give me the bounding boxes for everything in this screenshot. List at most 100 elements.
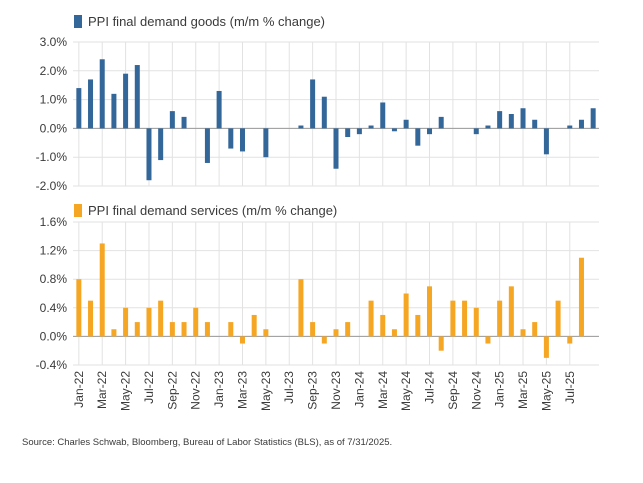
x-tick-label: Jul-25 bbox=[563, 371, 577, 404]
x-tick-label: Jul-22 bbox=[142, 371, 156, 404]
services-bar bbox=[508, 286, 514, 337]
services-bar bbox=[134, 322, 140, 337]
goods-ytick-label: 1.0% bbox=[40, 93, 68, 107]
goods-ytick-label: 2.0% bbox=[40, 64, 68, 78]
source-note: Source: Charles Schwab, Bloomberg, Burea… bbox=[22, 437, 393, 448]
goods-bar bbox=[380, 102, 386, 129]
goods-bar bbox=[123, 73, 129, 129]
services-bar bbox=[485, 336, 491, 344]
goods-bar bbox=[485, 125, 491, 129]
goods-bar bbox=[99, 59, 105, 129]
services-bar bbox=[438, 336, 444, 351]
goods-bar bbox=[415, 128, 421, 146]
goods-bar bbox=[520, 108, 526, 129]
goods-bar bbox=[356, 128, 362, 135]
services-bar bbox=[462, 300, 468, 337]
goods-bar bbox=[76, 88, 82, 129]
services-bar bbox=[532, 322, 538, 337]
x-tick-label: Mar-25 bbox=[516, 371, 530, 409]
services-bar bbox=[403, 293, 409, 337]
goods-ytick-label: 3.0% bbox=[40, 35, 68, 49]
goods-bar bbox=[228, 128, 234, 149]
services-bar bbox=[310, 322, 316, 337]
goods-bar bbox=[216, 90, 222, 129]
x-tick-label: Sep-22 bbox=[165, 371, 179, 410]
goods-bar bbox=[473, 128, 479, 135]
legend-goods: PPI final demand goods (m/m % change) bbox=[74, 14, 325, 29]
legend-goods-label: PPI final demand goods (m/m % change) bbox=[88, 14, 326, 29]
services-bar bbox=[497, 300, 503, 337]
services-bar bbox=[555, 300, 561, 337]
goods-ytick-label: -1.0% bbox=[36, 150, 68, 164]
goods-bar bbox=[181, 116, 187, 129]
legend-services-label: PPI final demand services (m/m % change) bbox=[88, 203, 338, 218]
x-tick-label: May-25 bbox=[539, 371, 553, 411]
services-bar bbox=[88, 300, 94, 337]
goods-bar bbox=[239, 128, 245, 152]
goods-ytick-label: -2.0% bbox=[36, 179, 68, 193]
x-tick-label: Nov-23 bbox=[329, 371, 343, 410]
goods-bar bbox=[111, 93, 117, 129]
goods-bar bbox=[508, 114, 514, 129]
legend-goods-swatch bbox=[74, 15, 82, 28]
chart-svg: -2.0% -1.0% 0.0% 1.0% 2.0% 3.0% -0.4% 0.0% 0.4% 0… bbox=[36, 35, 599, 411]
goods-bar bbox=[567, 125, 573, 129]
goods-bar bbox=[532, 119, 538, 129]
goods-bar bbox=[543, 128, 549, 155]
services-bar bbox=[193, 307, 199, 337]
services-bar bbox=[368, 300, 374, 337]
x-tick-label: Jul-23 bbox=[282, 371, 296, 404]
x-tick-label: Nov-22 bbox=[189, 371, 203, 410]
services-bar bbox=[567, 336, 573, 344]
services-bar bbox=[181, 322, 187, 337]
services-bar bbox=[380, 314, 386, 337]
goods-bar bbox=[146, 128, 152, 181]
x-tick-label: Mar-24 bbox=[376, 371, 390, 409]
goods-bar bbox=[263, 128, 269, 158]
services-ytick-label: 0.4% bbox=[40, 301, 68, 315]
services-ytick-label: 0.8% bbox=[40, 272, 68, 286]
goods-bar bbox=[403, 119, 409, 129]
legend-services-swatch bbox=[74, 204, 82, 217]
goods-bar bbox=[321, 96, 327, 129]
goods-bar bbox=[391, 128, 397, 132]
goods-bar bbox=[438, 116, 444, 129]
x-tick-label: Jan-22 bbox=[72, 371, 86, 408]
goods-bar bbox=[590, 108, 596, 129]
services-bar bbox=[473, 307, 479, 337]
x-tick-label: Nov-24 bbox=[469, 371, 483, 410]
services-bar bbox=[345, 322, 351, 337]
services-ytick-label: 0.0% bbox=[40, 329, 68, 343]
services-ytick-label: 1.6% bbox=[40, 215, 68, 229]
services-bar bbox=[415, 314, 421, 337]
goods-bar bbox=[204, 128, 210, 163]
services-bar bbox=[169, 322, 175, 337]
x-tick-label: Sep-23 bbox=[306, 371, 320, 410]
services-bar bbox=[204, 322, 210, 337]
services-bar bbox=[158, 300, 164, 337]
goods-bar bbox=[88, 79, 94, 129]
x-tick-label: Jan-24 bbox=[352, 371, 366, 408]
goods-bar bbox=[427, 128, 433, 135]
services-bar bbox=[391, 329, 397, 337]
services-bar bbox=[123, 307, 129, 337]
goods-ytick-label: 0.0% bbox=[40, 121, 68, 135]
services-bar bbox=[450, 300, 456, 337]
services-bar bbox=[76, 279, 82, 337]
x-tick-label: May-23 bbox=[259, 371, 273, 411]
x-tick-label: Mar-22 bbox=[95, 371, 109, 409]
services-ytick-label: -0.4% bbox=[36, 358, 68, 372]
x-tick-label: Jan-23 bbox=[212, 371, 226, 408]
services-bar bbox=[298, 279, 304, 337]
services-ytick-label: 1.2% bbox=[40, 244, 68, 258]
goods-bar bbox=[578, 119, 584, 129]
services-bar bbox=[543, 336, 549, 358]
goods-bar bbox=[310, 79, 316, 129]
x-tick-label: May-22 bbox=[119, 371, 133, 411]
services-bar bbox=[333, 329, 339, 337]
goods-bar bbox=[169, 111, 175, 129]
goods-bar bbox=[134, 65, 140, 129]
services-bar bbox=[578, 257, 584, 337]
goods-bar bbox=[345, 128, 351, 138]
